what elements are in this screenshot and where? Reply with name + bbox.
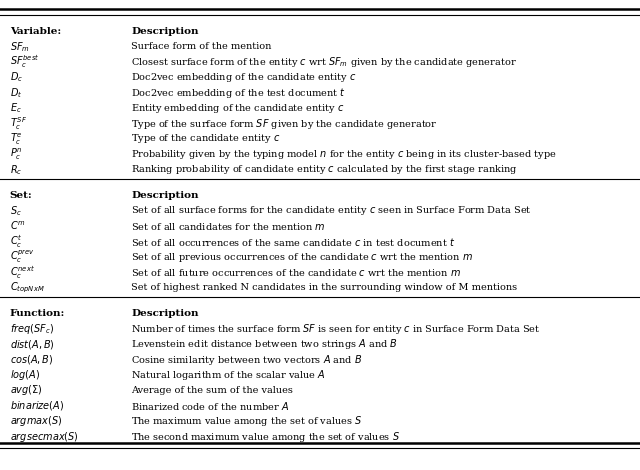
Text: $cos(A, B)$: $cos(A, B)$ <box>10 353 53 366</box>
Text: Set of all candidates for the mention $m$: Set of all candidates for the mention $m… <box>131 221 326 232</box>
Text: Set of all surface forms for the candidate entity $c$ seen in Surface Form Data : Set of all surface forms for the candida… <box>131 204 532 217</box>
Text: $binarize(A)$: $binarize(A)$ <box>10 400 64 412</box>
Text: Set of all previous occurrences of the candidate $c$ wrt the mention $m$: Set of all previous occurrences of the c… <box>131 251 473 264</box>
Text: Closest surface form of the entity $c$ wrt $SF_m$ given by the candidate generat: Closest surface form of the entity $c$ w… <box>131 55 517 69</box>
Text: Natural logarithm of the scalar value $A$: Natural logarithm of the scalar value $A… <box>131 368 326 382</box>
Text: $dist(A, B)$: $dist(A, B)$ <box>10 338 54 351</box>
Text: $freq(SF_c)$: $freq(SF_c)$ <box>10 322 54 336</box>
Text: Function:: Function: <box>10 309 65 318</box>
Text: $E_c$: $E_c$ <box>10 102 21 115</box>
Text: Set:: Set: <box>10 191 33 200</box>
Text: $D_t$: $D_t$ <box>10 86 22 100</box>
Text: $SF_c^{best}$: $SF_c^{best}$ <box>10 54 39 70</box>
Text: Surface form of the mention: Surface form of the mention <box>131 42 271 51</box>
Text: Type of the surface form $SF$ given by the candidate generator: Type of the surface form $SF$ given by t… <box>131 117 438 131</box>
Text: $C_c^t$: $C_c^t$ <box>10 233 22 250</box>
Text: Set of highest ranked N candidates in the surrounding window of M mentions: Set of highest ranked N candidates in th… <box>131 283 517 292</box>
Text: $T_c^{SF}$: $T_c^{SF}$ <box>10 115 27 132</box>
Text: Variable:: Variable: <box>10 27 61 36</box>
Text: Binarized code of the number $A$: Binarized code of the number $A$ <box>131 400 289 412</box>
Text: Levenstein edit distance between two strings $A$ and $B$: Levenstein edit distance between two str… <box>131 337 398 351</box>
Text: $SF_m$: $SF_m$ <box>10 39 29 54</box>
Text: $argsecmax(S)$: $argsecmax(S)$ <box>10 430 78 444</box>
Text: The second maximum value among the set of values $S$: The second maximum value among the set o… <box>131 430 400 444</box>
Text: Entity embedding of the candidate entity $c$: Entity embedding of the candidate entity… <box>131 102 345 115</box>
Text: $R_c$: $R_c$ <box>10 163 22 177</box>
Text: Average of the sum of the values: Average of the sum of the values <box>131 386 293 395</box>
Text: $D_c$: $D_c$ <box>10 70 23 84</box>
Text: Description: Description <box>131 191 198 200</box>
Text: The maximum value among the set of values $S$: The maximum value among the set of value… <box>131 414 362 428</box>
Text: Type of the candidate entity $c$: Type of the candidate entity $c$ <box>131 133 280 146</box>
Text: $C_c^{prev}$: $C_c^{prev}$ <box>10 249 35 265</box>
Text: $S_c$: $S_c$ <box>10 204 21 218</box>
Text: Set of all future occurrences of the candidate $c$ wrt the mention $m$: Set of all future occurrences of the can… <box>131 267 461 278</box>
Text: Description: Description <box>131 309 198 318</box>
Text: Description: Description <box>131 27 198 36</box>
Text: $P_c^n$: $P_c^n$ <box>10 147 22 162</box>
Text: $T_c^e$: $T_c^e$ <box>10 131 22 147</box>
Text: Doc2vec embedding of the test document $t$: Doc2vec embedding of the test document $… <box>131 86 346 100</box>
Text: Number of times the surface form $SF$ is seen for entity $c$ in Surface Form Dat: Number of times the surface form $SF$ is… <box>131 322 541 336</box>
Text: $C_c^{next}$: $C_c^{next}$ <box>10 264 35 281</box>
Text: $C^m$: $C^m$ <box>10 220 26 233</box>
Text: Doc2vec embedding of the candidate entity $c$: Doc2vec embedding of the candidate entit… <box>131 71 357 84</box>
Text: Probability given by the typing model $n$ for the entity $c$ being in its cluste: Probability given by the typing model $n… <box>131 148 557 161</box>
Text: Ranking probability of candidate entity $c$ calculated by the first stage rankin: Ranking probability of candidate entity … <box>131 163 518 176</box>
Text: Set of all occurrences of the same candidate $c$ in test document $t$: Set of all occurrences of the same candi… <box>131 235 456 248</box>
Text: $argmax(S)$: $argmax(S)$ <box>10 414 62 428</box>
Text: $avg(\Sigma)$: $avg(\Sigma)$ <box>10 384 42 398</box>
Text: $C_{topNxM}$: $C_{topNxM}$ <box>10 281 44 295</box>
Text: $log(A)$: $log(A)$ <box>10 368 40 382</box>
Text: Cosine similarity between two vectors $A$ and $B$: Cosine similarity between two vectors $A… <box>131 352 362 367</box>
